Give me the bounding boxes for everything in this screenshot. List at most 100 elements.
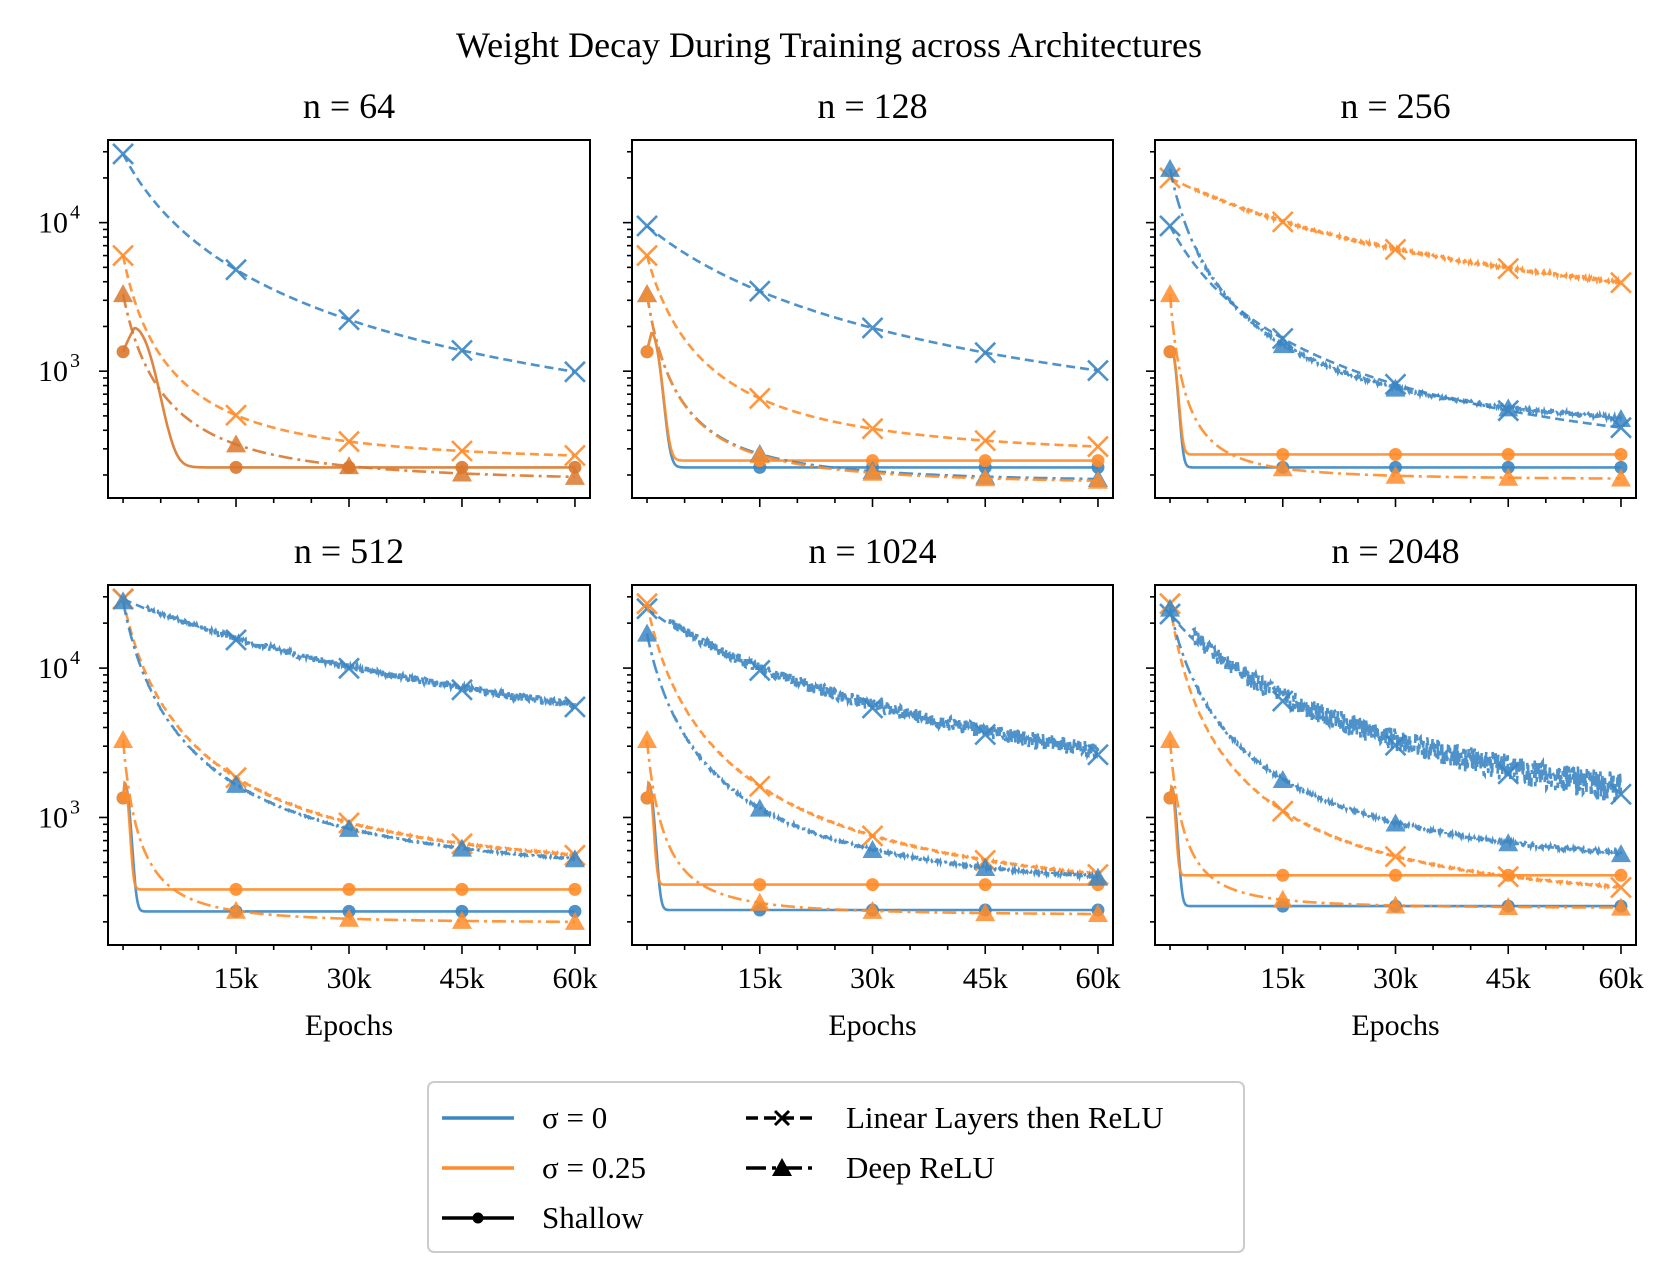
x-axis-label: Epochs [828, 1009, 916, 1042]
marker-circle [229, 882, 243, 896]
legend-label: Deep ReLU [846, 1150, 995, 1185]
x-tick-label: 15k [737, 962, 782, 995]
marker-x [1271, 690, 1294, 712]
panel: n = 128 [623, 86, 1114, 507]
marker-triangle [339, 456, 359, 475]
marker-triangle [1610, 897, 1631, 916]
series-line [1168, 603, 1622, 891]
marker-triangle [451, 463, 472, 482]
marker-circle [1276, 868, 1290, 882]
y-tick-exponent: 4 [70, 202, 80, 224]
marker-circle [1614, 447, 1628, 461]
marker-x [451, 440, 473, 462]
series-line [646, 224, 1098, 372]
marker-x [225, 628, 247, 651]
series-line [121, 293, 575, 479]
marker-triangle [1385, 895, 1406, 914]
marker-circle [116, 791, 130, 805]
marker-triangle [1087, 904, 1108, 923]
x-tick-label: 30k [327, 962, 372, 995]
marker-x [861, 317, 884, 339]
marker-triangle [975, 468, 996, 487]
axes-frame [1154, 584, 1637, 946]
panel: n = 2048 15k 30k 45k 60k Epochs [1146, 531, 1643, 1042]
series-line [1169, 176, 1622, 287]
y-tick-label: 10 [38, 801, 68, 834]
series-line [645, 780, 1098, 886]
y-tick-label: 10 [38, 207, 68, 240]
series-line [122, 597, 577, 713]
series-line [121, 598, 576, 859]
series-line [645, 293, 1098, 483]
marker-triangle [113, 284, 134, 303]
marker-x [636, 592, 658, 615]
marker-x [1159, 215, 1181, 237]
x-tick-label: 15k [214, 962, 259, 995]
marker-triangle [564, 849, 585, 868]
legend-entry: σ = 0.25 [442, 1150, 646, 1185]
series-line [646, 607, 1100, 761]
marker-triangle [451, 838, 472, 857]
legend-label: Shallow [542, 1200, 644, 1235]
marker-x [861, 697, 884, 719]
marker-circle [1163, 791, 1177, 805]
marker-circle [568, 882, 582, 896]
marker-circle [568, 904, 582, 918]
panel-title: n = 256 [1340, 86, 1450, 126]
marker-x [451, 339, 473, 362]
marker-triangle [975, 903, 996, 922]
marker-x [1610, 783, 1632, 806]
marker-circle [1163, 345, 1177, 359]
marker-triangle [862, 839, 883, 858]
plot-area [112, 588, 586, 930]
legend-label: σ = 0 [542, 1100, 607, 1135]
x-tick-label: 45k [963, 962, 1008, 995]
marker-triangle [1160, 598, 1181, 617]
marker-circle [753, 878, 767, 892]
marker-circle [342, 882, 356, 896]
y-tick-exponent: 3 [70, 350, 80, 372]
marker-triangle [862, 900, 883, 919]
marker-triangle [637, 284, 658, 303]
marker-circle [1276, 447, 1290, 461]
marker-triangle [339, 818, 359, 837]
series-line [121, 153, 576, 374]
marker-x [974, 429, 997, 452]
marker-circle [866, 454, 879, 468]
marker-x [748, 280, 771, 303]
marker-triangle [1272, 889, 1293, 908]
panel-title: n = 128 [817, 86, 927, 126]
panel-title: n = 512 [294, 531, 404, 571]
marker-triangle [749, 892, 770, 911]
panel-title: n = 2048 [1331, 531, 1459, 571]
series-line [121, 739, 575, 924]
x-axis-label: Epochs [1351, 1009, 1439, 1042]
legend-marker-x [773, 1109, 791, 1127]
marker-x [1087, 743, 1109, 766]
legend-marker-triangle [772, 1158, 792, 1176]
y-tick-label: 10 [38, 355, 68, 388]
marker-triangle [1160, 158, 1181, 177]
marker-triangle [1385, 378, 1406, 397]
chart-title: Weight Decay During Training across Arch… [456, 25, 1202, 65]
marker-triangle [1498, 467, 1519, 486]
marker-triangle [637, 730, 658, 749]
plot-area [636, 592, 1109, 923]
marker-x [564, 695, 586, 718]
marker-triangle [113, 591, 134, 610]
plot-area [1159, 592, 1632, 916]
legend-entry: Linear Layers then ReLU [746, 1100, 1164, 1135]
y-tick-label: 10 [38, 652, 68, 685]
y-tick-exponent: 3 [70, 796, 80, 818]
marker-triangle [1610, 468, 1631, 487]
marker-triangle [749, 445, 770, 464]
marker-x [338, 430, 360, 453]
series-line [1168, 347, 1621, 456]
marker-triangle [1160, 284, 1181, 303]
marker-triangle [1272, 458, 1293, 477]
marker-triangle [862, 462, 883, 481]
